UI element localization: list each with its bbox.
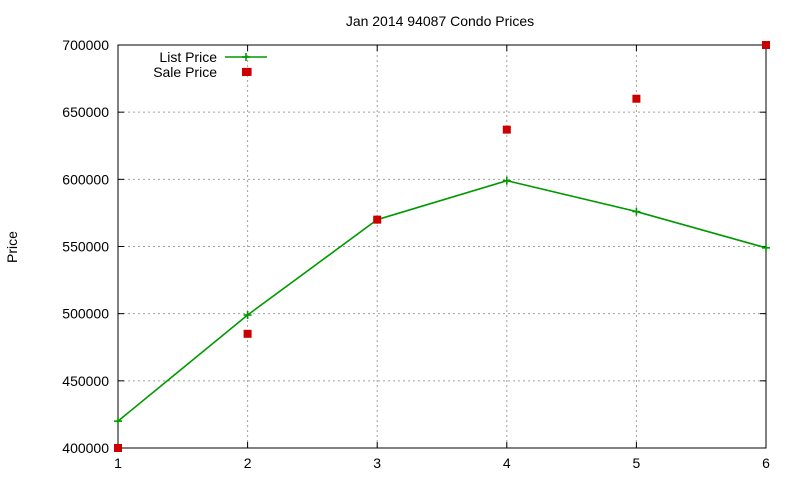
- sale-price-point: [632, 94, 641, 103]
- sale-price-point: [373, 215, 382, 224]
- y-tick-label: 700000: [62, 37, 109, 53]
- list-price-point: [502, 176, 511, 185]
- list-price-point: [114, 417, 122, 426]
- y-axis-label: Price: [4, 231, 20, 263]
- legend-label-sale-price: Sale Price: [153, 64, 217, 80]
- sale-price-point: [762, 41, 770, 49]
- axis-ticks: 400000 450000 500000 550000 600000 650000 7000…: [62, 37, 770, 471]
- grid: [118, 45, 766, 448]
- chart-title: Jan 2014 94087 Condo Prices: [346, 13, 534, 29]
- y-tick-label: 400000: [62, 440, 109, 456]
- list-price-point: [632, 207, 641, 216]
- x-tick-label: 1: [114, 455, 122, 471]
- x-tick-label: 2: [244, 455, 252, 471]
- x-tick-label: 5: [633, 455, 641, 471]
- legend-swatch-sale-price: [242, 68, 250, 76]
- list-price-point: [762, 243, 770, 252]
- y-tick-label: 450000: [62, 373, 109, 389]
- legend-label-list-price: List Price: [159, 49, 217, 65]
- list-price-point: [243, 311, 252, 320]
- sale-price-point: [502, 125, 511, 134]
- y-tick-label: 600000: [62, 171, 109, 187]
- list-price-line: [117, 179, 767, 422]
- y-tick-label: 500000: [62, 306, 109, 322]
- sale-price-point: [243, 329, 252, 338]
- sale-price-point: [114, 444, 122, 452]
- series: [114, 41, 770, 452]
- y-tick-label: 550000: [62, 239, 109, 255]
- x-tick-label: 3: [373, 455, 381, 471]
- x-tick-label: 6: [762, 455, 770, 471]
- y-tick-label: 650000: [62, 104, 109, 120]
- x-tick-label: 4: [503, 455, 511, 471]
